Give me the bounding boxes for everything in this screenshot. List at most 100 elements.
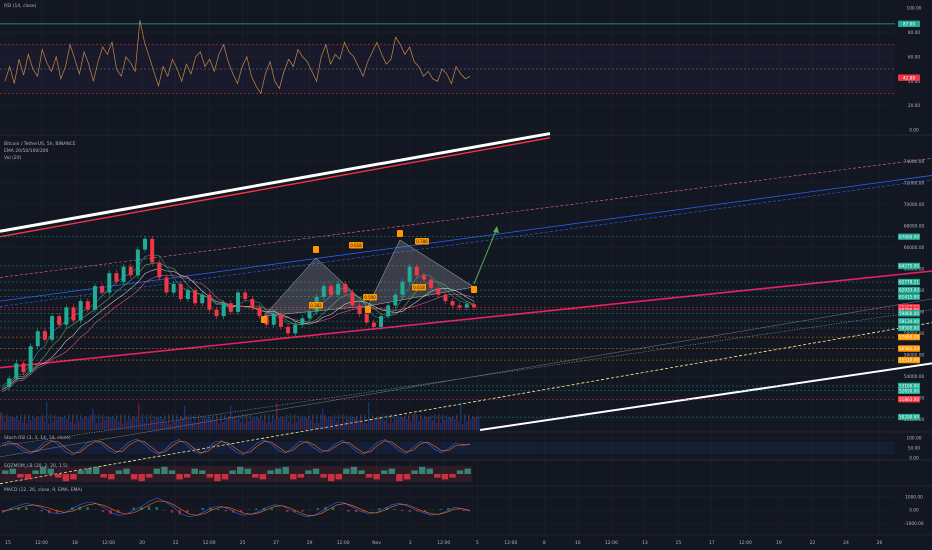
- volume-bar: [38, 416, 40, 430]
- volume-bar: [42, 414, 44, 430]
- volume-bar: [86, 416, 88, 430]
- volume-bar: [274, 419, 276, 430]
- time-tick-label: 20: [139, 540, 145, 546]
- price-badge: 62033.43: [899, 288, 919, 293]
- price-tick-label: 0.00: [909, 508, 919, 514]
- volume-bar: [222, 421, 224, 430]
- volume-bar: [194, 414, 196, 430]
- volume-bar: [292, 423, 294, 430]
- price-scale[interactable]: 100.00 80.00 60.00 40.00 20.00 0.00 87.00 42.88…: [898, 6, 925, 527]
- volume-bar: [310, 420, 312, 430]
- volume-bar: [280, 417, 282, 430]
- macd-histogram-bar: [331, 507, 335, 510]
- volume-bar: [152, 420, 154, 430]
- channel-bottom-white-line: [479, 362, 932, 431]
- volume-bar: [324, 415, 326, 430]
- momentum-bar: [327, 474, 335, 482]
- momentum-bar: [426, 468, 433, 474]
- volume-bar: [248, 420, 250, 430]
- rsi-panel[interactable]: [0, 20, 895, 95]
- squeeze-momentum-panel[interactable]: [0, 466, 472, 482]
- volume-bar: [424, 416, 426, 430]
- volume-bar: [44, 421, 46, 430]
- price-tick-label: 100.00: [906, 436, 921, 442]
- volume-bar: [202, 415, 204, 430]
- momentum-bar: [24, 474, 32, 480]
- volume-bar: [386, 414, 388, 430]
- volume-bar: [220, 414, 222, 430]
- volume-bar: [216, 414, 218, 430]
- price-badge-background: [898, 387, 920, 394]
- price-badge-background: [898, 286, 920, 294]
- volume-bar: [78, 420, 80, 430]
- momentum-bar: [191, 468, 198, 474]
- volume-bar: [380, 418, 382, 430]
- channel-mid-pink-line: [0, 270, 932, 369]
- momentum-bar: [92, 466, 100, 474]
- volume-bar: [228, 415, 230, 430]
- price-badge: 64275.00: [899, 264, 919, 269]
- momentum-bar: [77, 470, 85, 474]
- macd-line: [1, 497, 471, 518]
- macd-panel[interactable]: [1, 497, 471, 518]
- momentum-bar: [396, 474, 403, 482]
- volume-bar: [226, 419, 228, 430]
- volume-bar: [434, 414, 436, 430]
- volume-bar: [312, 414, 314, 430]
- price-tick-label: 66000.00: [904, 245, 925, 251]
- volume-bar: [6, 414, 8, 430]
- price-badge: 59860.00: [899, 311, 919, 316]
- squeeze-title: SQZMOM_LB (20, 2, 20, 1.5): [4, 464, 68, 469]
- macd-histogram-bar: [408, 510, 412, 512]
- volume-bar: [426, 416, 428, 430]
- time-tick-label: 12:00: [35, 540, 48, 546]
- pattern-point-marker: [365, 306, 371, 313]
- volume-bar: [10, 416, 12, 430]
- pattern-point-marker: [471, 286, 477, 293]
- volume-bar: [468, 414, 470, 430]
- volume-bar: [232, 417, 234, 430]
- time-tick-label: 25: [240, 540, 246, 546]
- volume-bar: [266, 423, 268, 430]
- volume-bar: [410, 421, 412, 430]
- time-scale[interactable]: 15 12:00 18 12:00 20 22 12:00 25 27 29 12:00 Nov 3 12…: [0, 534, 932, 546]
- momentum-bar: [418, 466, 426, 474]
- price-badge-background: [898, 333, 920, 341]
- volume-bar: [40, 418, 42, 430]
- volume-bar: [358, 419, 360, 430]
- price-tick-label: 56000.00: [904, 352, 925, 358]
- macd-histogram-bar: [216, 508, 220, 510]
- momentum-bar: [290, 474, 297, 480]
- volume-bar: [470, 419, 472, 430]
- volume-bar: [282, 415, 284, 430]
- price-badge-background: [898, 262, 920, 270]
- volume-bar: [122, 423, 124, 430]
- volume-bar: [474, 416, 476, 430]
- macd-histogram-bar: [132, 507, 135, 510]
- volume-bar: [308, 415, 310, 430]
- price-badge-background: [898, 233, 920, 240]
- volume-bar: [374, 418, 376, 430]
- stoch-rsi-panel[interactable]: [0, 438, 895, 456]
- gray-trendline: [0, 298, 932, 458]
- rsi-badge-background: [898, 74, 920, 81]
- volume-bar: [170, 423, 172, 430]
- macd-histogram-bar: [423, 510, 427, 512]
- time-tick-label: 13: [642, 540, 648, 546]
- projection-arrow: [473, 227, 498, 285]
- rsi-title: RSI (14, close): [4, 4, 37, 9]
- momentum-bar: [297, 474, 305, 478]
- volume-bar: [186, 415, 188, 430]
- price-badge-background: [898, 345, 920, 352]
- volume-bar: [14, 417, 16, 430]
- price-panel[interactable]: 0.382 0.618 0.500 0.618 0.786: [0, 132, 932, 485]
- volume-bar: [416, 414, 418, 430]
- volume-bar: [22, 422, 24, 430]
- momentum-bar: [123, 468, 130, 474]
- volume-bar: [446, 415, 448, 430]
- price-badge-background: [898, 396, 920, 403]
- momentum-bar: [183, 474, 191, 478]
- macd-histogram-bar: [255, 508, 258, 510]
- volume-bar: [372, 415, 374, 430]
